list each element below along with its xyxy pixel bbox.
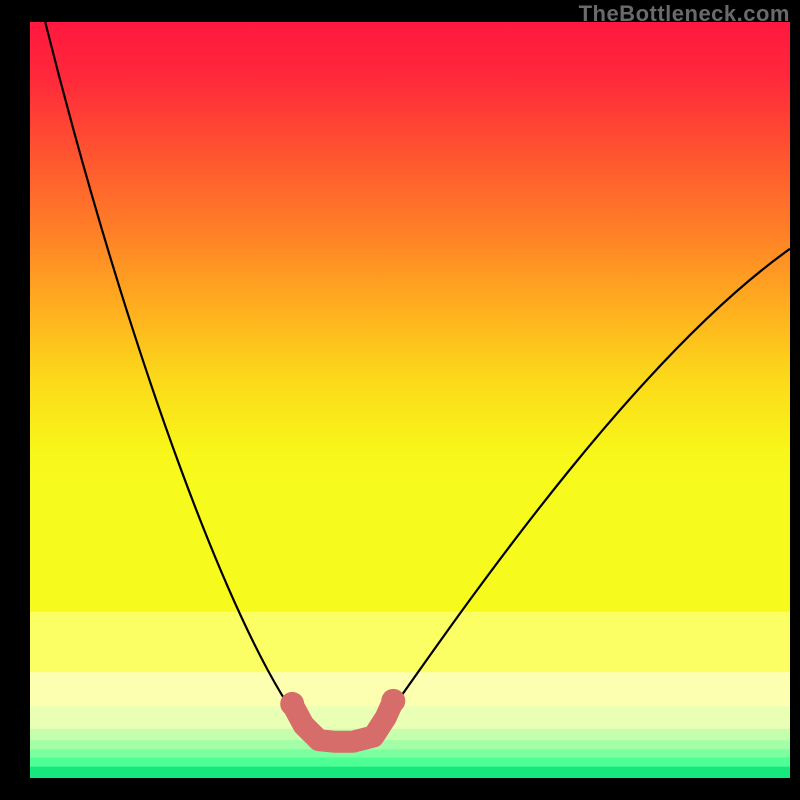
watermark-text: TheBottleneck.com [579, 1, 790, 27]
sweet-spot-end-dot-0 [280, 692, 304, 716]
gradient-band-7 [30, 767, 790, 778]
sweet-spot-bead-1 [342, 731, 364, 753]
gradient-band-0 [30, 612, 790, 673]
chart-svg [30, 22, 790, 778]
gradient-band-4 [30, 740, 790, 750]
gradient-band-2 [30, 706, 790, 729]
plot-area [30, 22, 790, 778]
gradient-band-3 [30, 729, 790, 741]
gradient-band-1 [30, 672, 790, 707]
gradient-band-5 [30, 749, 790, 758]
sweet-spot-bead-0 [308, 729, 330, 751]
gradient-background [30, 22, 790, 613]
sweet-spot-end-dot-1 [381, 689, 405, 713]
gradient-band-6 [30, 758, 790, 768]
